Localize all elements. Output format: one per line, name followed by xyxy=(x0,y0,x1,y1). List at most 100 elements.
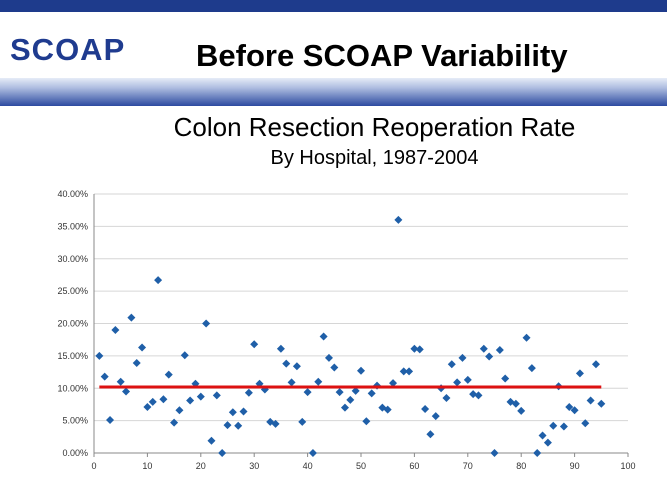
data-point xyxy=(522,333,531,342)
data-point xyxy=(485,352,494,361)
y-tick-label: 25.00% xyxy=(57,286,88,296)
data-point xyxy=(586,396,595,405)
data-point xyxy=(298,417,307,426)
data-point xyxy=(575,369,584,378)
y-tick-label: 5.00% xyxy=(62,416,88,426)
slide-header: SCOAP Before SCOAP Variability xyxy=(0,12,667,78)
y-tick-labels: 0.00% 5.00% 10.00% 15.00% 20.00% 25.00% 30.00%… xyxy=(57,189,88,458)
x-tick-label: 20 xyxy=(196,461,206,471)
data-point xyxy=(469,390,478,399)
x-tick-labels: 0 10 20 30 40 50 60 70 80 90 100 xyxy=(91,461,635,471)
data-point xyxy=(447,360,456,369)
data-point xyxy=(501,374,510,383)
data-point xyxy=(591,360,600,369)
data-point xyxy=(597,399,606,408)
data-point xyxy=(442,393,451,402)
x-tick-label: 60 xyxy=(409,461,419,471)
x-tick-label: 90 xyxy=(570,461,580,471)
x-tick-label: 0 xyxy=(91,461,96,471)
data-point xyxy=(314,377,323,386)
data-point xyxy=(490,449,499,457)
data-point xyxy=(389,379,398,388)
data-point xyxy=(431,412,440,421)
data-points xyxy=(95,215,606,457)
data-point xyxy=(581,419,590,428)
data-point xyxy=(538,431,547,440)
data-point xyxy=(351,386,360,395)
data-point xyxy=(170,418,179,427)
data-point xyxy=(308,449,317,457)
data-point xyxy=(159,395,168,404)
y-tick-label: 40.00% xyxy=(57,189,88,199)
data-point xyxy=(106,415,115,424)
data-point xyxy=(410,344,419,353)
data-point xyxy=(116,377,125,386)
x-tick-label: 100 xyxy=(620,461,635,471)
data-point xyxy=(143,403,152,412)
y-tick-label: 35.00% xyxy=(57,221,88,231)
data-point xyxy=(367,389,376,398)
data-point xyxy=(95,351,104,360)
data-point xyxy=(218,449,227,457)
logo-text: SCOAP xyxy=(10,32,126,67)
scoap-logo: SCOAP xyxy=(10,32,125,68)
data-point xyxy=(565,403,574,412)
data-point xyxy=(223,421,232,430)
y-tick-label: 15.00% xyxy=(57,351,88,361)
data-point xyxy=(122,387,131,396)
y-tick-label: 30.00% xyxy=(57,254,88,264)
data-point xyxy=(421,404,430,413)
data-point xyxy=(405,367,414,376)
data-point xyxy=(239,407,248,416)
data-point xyxy=(415,345,424,354)
data-point xyxy=(506,397,515,406)
data-point xyxy=(292,362,301,371)
data-point xyxy=(527,364,536,373)
data-point xyxy=(458,353,467,362)
data-point xyxy=(549,421,558,430)
data-point xyxy=(394,215,403,224)
data-point xyxy=(154,276,163,285)
data-point xyxy=(175,406,184,415)
data-point xyxy=(138,343,147,352)
x-tick-label: 40 xyxy=(303,461,313,471)
data-point xyxy=(212,391,221,400)
data-point xyxy=(357,366,365,375)
data-point xyxy=(335,388,344,397)
data-point xyxy=(196,392,205,401)
data-point xyxy=(111,325,120,334)
data-point xyxy=(570,406,579,415)
data-point xyxy=(362,417,371,426)
data-point xyxy=(303,388,312,397)
data-point xyxy=(399,367,408,376)
data-point xyxy=(319,332,328,341)
data-point xyxy=(330,363,339,372)
data-point xyxy=(453,378,462,387)
y-tick-label: 20.00% xyxy=(57,319,88,329)
x-tick-label: 30 xyxy=(249,461,259,471)
data-point xyxy=(271,419,280,428)
chart-subtitle: By Hospital, 1987-2004 xyxy=(270,147,479,169)
x-tick-label: 50 xyxy=(356,461,366,471)
data-point xyxy=(228,408,237,417)
data-point xyxy=(207,436,216,445)
data-point xyxy=(511,399,520,408)
data-point xyxy=(132,358,141,367)
axes xyxy=(93,194,629,457)
data-point xyxy=(164,370,173,379)
data-point xyxy=(426,430,435,439)
data-point xyxy=(127,313,136,322)
slide-title: Before SCOAP Variability xyxy=(196,38,568,73)
data-point xyxy=(180,351,189,360)
x-tick-label: 10 xyxy=(142,461,152,471)
header-gradient-bar xyxy=(0,78,667,106)
y-tick-label: 10.00% xyxy=(57,383,88,393)
data-point xyxy=(250,340,259,349)
data-point xyxy=(186,396,195,405)
data-point xyxy=(282,359,291,368)
data-point xyxy=(495,346,504,355)
x-tick-label: 70 xyxy=(463,461,473,471)
data-point xyxy=(202,319,211,328)
x-tick-label: 80 xyxy=(516,461,526,471)
